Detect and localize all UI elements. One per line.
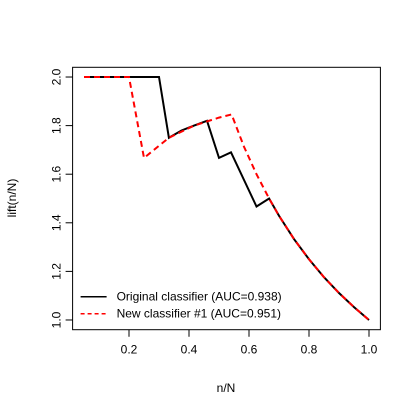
x-axis-label: n/N <box>217 381 236 395</box>
y-tick-label: 1.0 <box>50 311 64 328</box>
y-tick-label: 2.0 <box>50 68 64 85</box>
plot-frame <box>72 66 381 331</box>
legend-label: Original classifier (AUC=0.938) <box>117 290 282 304</box>
x-tick-label: 0.6 <box>241 343 258 357</box>
y-axis-label: lift(n/N) <box>5 179 19 218</box>
x-tick-label: 1.0 <box>361 343 378 357</box>
y-tick-label: 1.8 <box>50 117 64 134</box>
y-tick-label: 1.2 <box>50 263 64 280</box>
series-line <box>84 76 370 321</box>
x-tick-label: 0.2 <box>121 343 138 357</box>
x-tick-label: 0.8 <box>301 343 318 357</box>
y-tick-label: 1.4 <box>50 214 64 231</box>
y-tick-label: 1.6 <box>50 166 64 183</box>
x-tick-label: 0.4 <box>181 343 198 357</box>
legend-label: New classifier #1 (AUC=0.951) <box>117 307 281 321</box>
